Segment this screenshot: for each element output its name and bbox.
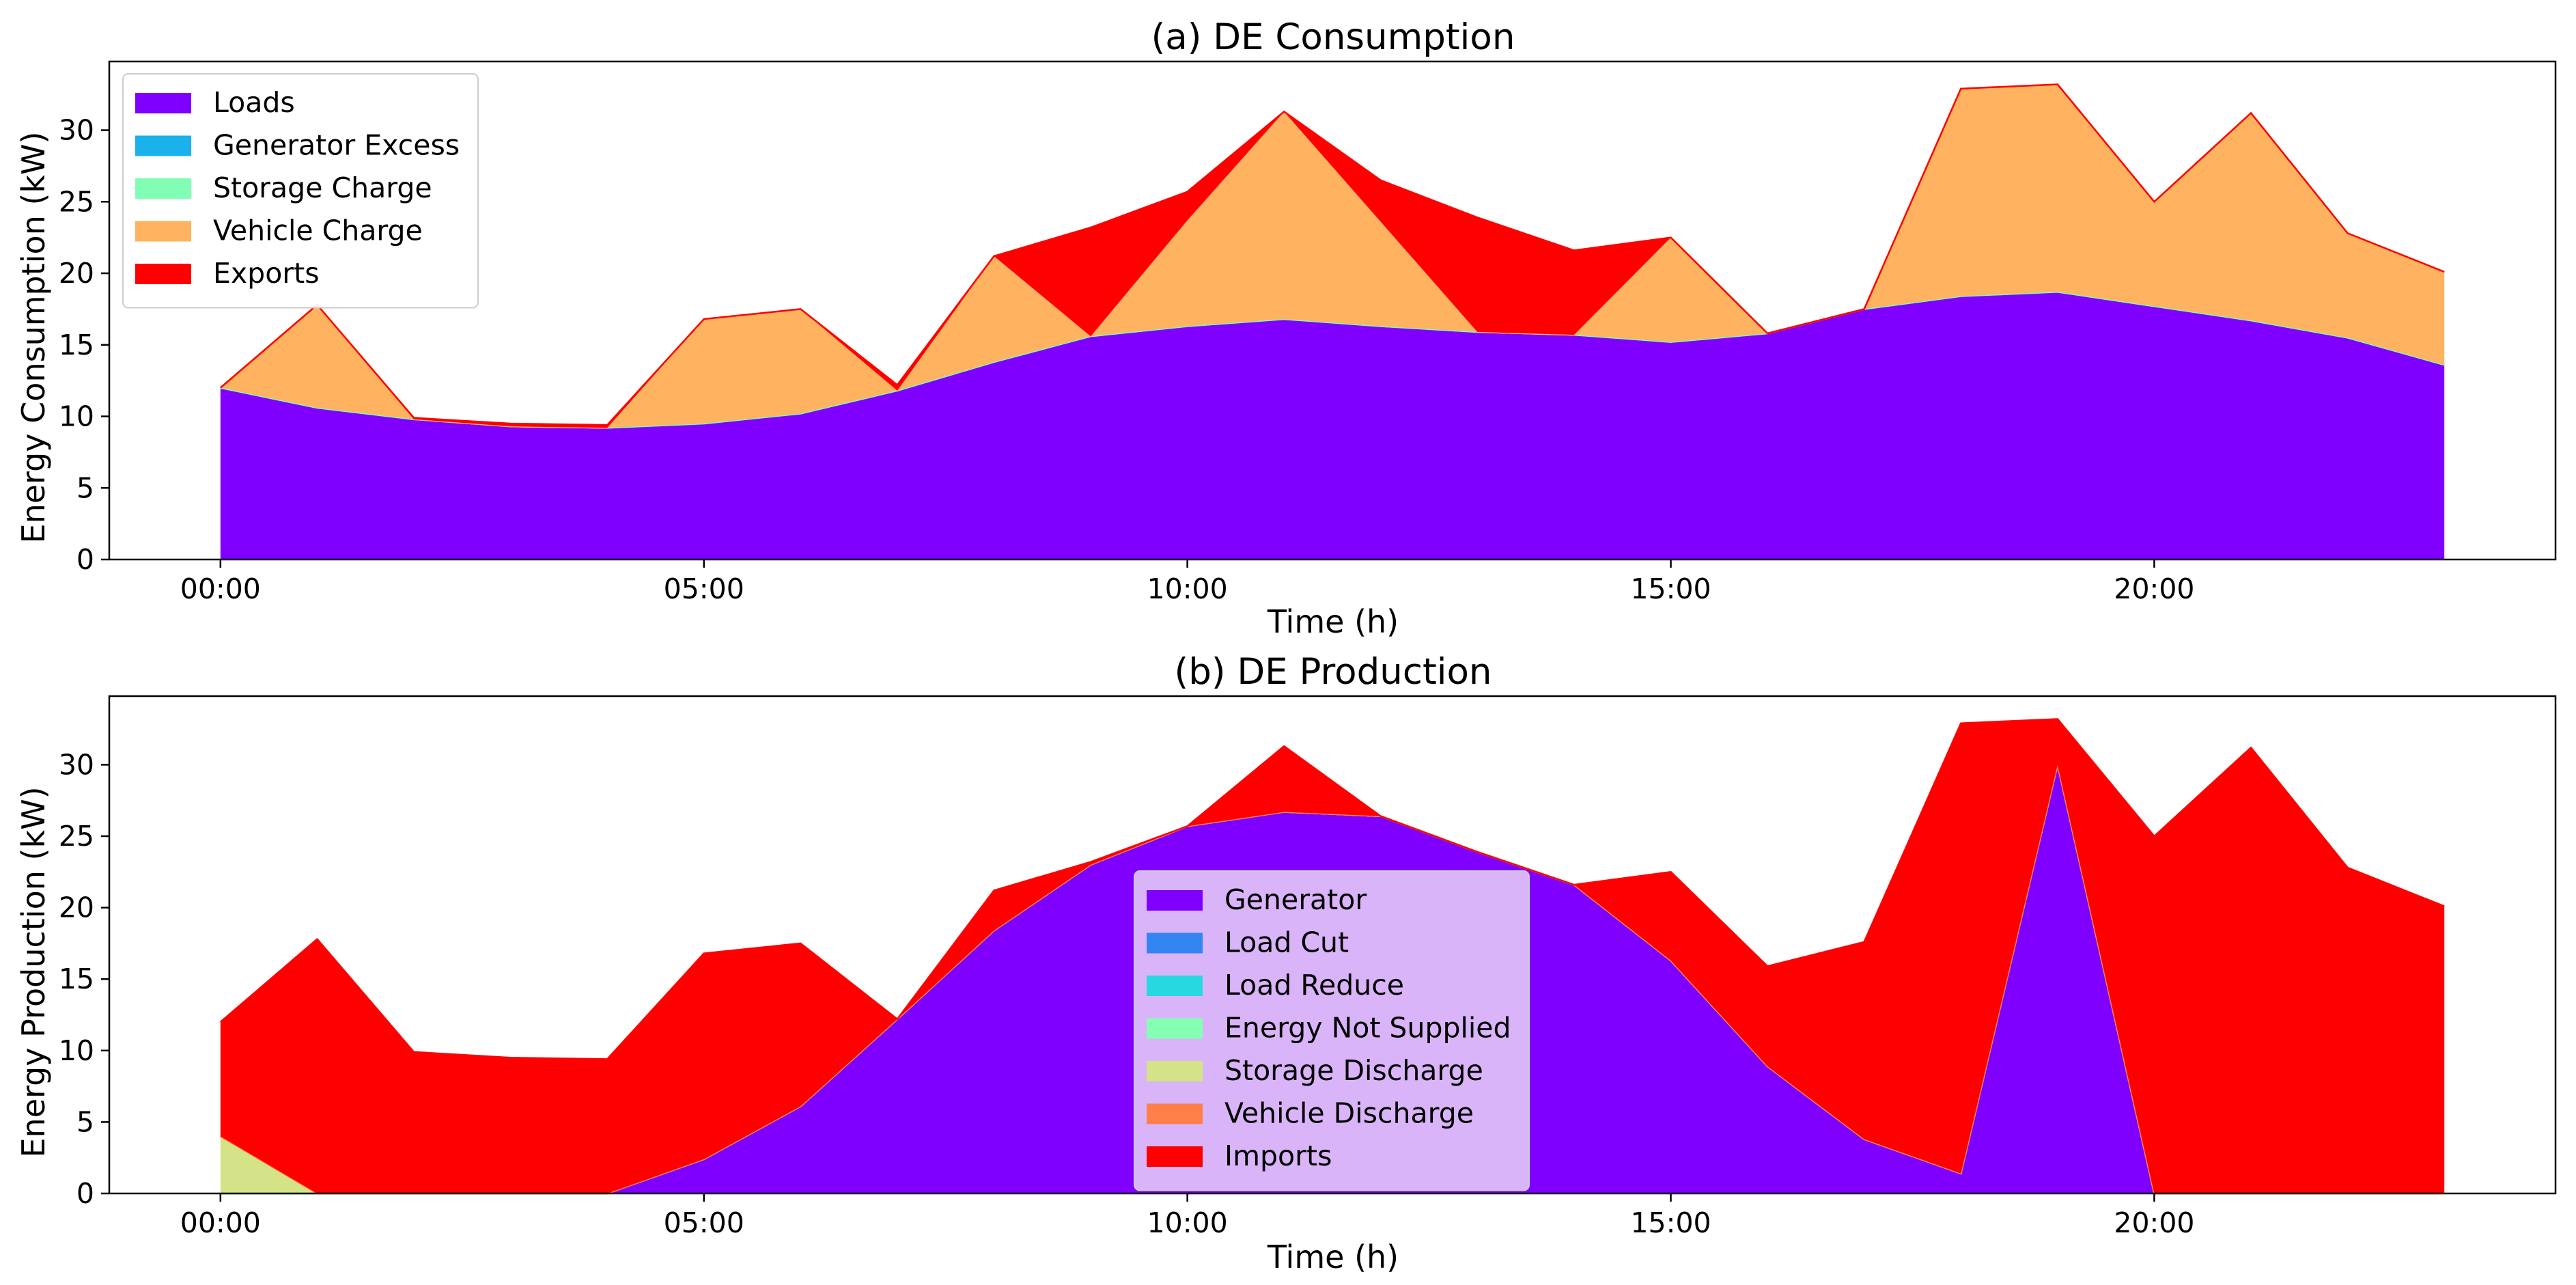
production-plot-area: 00:00 05:00 10:00 15:00 20:00 0 5 10 15 20 25 30 Gen… <box>59 695 2557 1239</box>
legend-label: Vehicle Discharge <box>1224 1097 1474 1130</box>
y-axis-label: Energy Consumption (kW) <box>15 132 52 544</box>
x-axis-label: Time (h) <box>1267 1239 1399 1275</box>
area-vehicle-charge <box>220 84 2445 428</box>
y-tick-label: 0 <box>76 1177 94 1210</box>
legend-label: Load Reduce <box>1224 969 1404 1001</box>
x-tick-label: 10:00 <box>1147 572 1228 605</box>
legend-swatch <box>1147 890 1203 911</box>
y-tick-label: 5 <box>76 1105 94 1138</box>
axes-frame <box>108 695 2557 1195</box>
legend-label: Vehicle Charge <box>213 215 423 247</box>
x-tick-label: 00:00 <box>180 572 261 605</box>
y-tick-label: 0 <box>76 543 94 576</box>
chart-title: (a) DE Consumption <box>1151 16 1515 58</box>
legend-label: Storage Charge <box>213 171 432 204</box>
edge-imports <box>220 718 2445 1060</box>
production-chart: (b) DE Production 00:00 05:00 10:00 15:00 20… <box>15 651 2557 1275</box>
y-tick-label: 15 <box>59 329 94 361</box>
x-tick-label: 10:00 <box>1147 1206 1228 1239</box>
area-loads <box>220 292 2445 559</box>
y-tick-label: 10 <box>59 400 94 433</box>
legend-label: Generator <box>1224 883 1367 916</box>
legend-swatch <box>135 135 191 156</box>
x-tick-label: 15:00 <box>1630 572 1711 605</box>
x-tick-label: 20:00 <box>2114 572 2194 605</box>
legend: Loads Generator Excess Storage Charge Vehic… <box>122 73 479 309</box>
chart-title: (b) DE Production <box>1175 651 1492 693</box>
legend-swatch <box>1147 932 1203 954</box>
y-tick-label: 20 <box>59 892 94 924</box>
legend-label: Energy Not Supplied <box>1224 1012 1511 1045</box>
axes-frame <box>108 60 2557 561</box>
y-tick-label: 5 <box>76 471 94 504</box>
legend-swatch <box>135 93 191 113</box>
legend-label: Generator Excess <box>213 129 460 162</box>
y-tick-label: 20 <box>59 257 94 290</box>
consumption-chart: (a) DE Consumption 00:00 05:00 10:00 15:00 2… <box>15 16 2557 640</box>
legend-box <box>122 73 479 309</box>
y-tick-label: 30 <box>59 748 94 781</box>
legend-swatch <box>135 264 191 284</box>
legend-label: Loads <box>213 86 295 119</box>
y-axis-label: Energy Production (kW) <box>15 786 52 1157</box>
legend-swatch <box>1147 1018 1203 1039</box>
legend-swatch <box>1147 1146 1203 1167</box>
x-tick-label: 00:00 <box>180 1206 261 1239</box>
y-tick-label: 15 <box>59 963 94 995</box>
legend-label: Exports <box>213 257 320 290</box>
legend-label: Imports <box>1224 1139 1332 1172</box>
legend-swatch <box>135 178 191 199</box>
x-axis-label: Time (h) <box>1267 603 1399 640</box>
legend-label: Storage Discharge <box>1224 1054 1483 1087</box>
y-tick-label: 25 <box>59 820 94 853</box>
x-tick-label: 15:00 <box>1630 1206 1711 1239</box>
legend-box <box>1134 870 1530 1191</box>
legend-swatch <box>1147 1061 1203 1081</box>
legend-swatch <box>1147 1103 1203 1124</box>
edge-exports <box>220 83 2445 426</box>
legend-label: Load Cut <box>1224 926 1349 959</box>
x-tick-label: 05:00 <box>664 1206 744 1239</box>
consumption-plot-area: 00:00 05:00 10:00 15:00 20:00 0 5 10 15 20 25 30 Loa… <box>59 60 2557 605</box>
legend-swatch <box>135 221 191 242</box>
area-exports <box>220 84 2445 428</box>
legend: Generator Load Cut Load Reduce Energy Not S… <box>1134 870 1530 1191</box>
area-imports <box>220 719 2445 1193</box>
legend-swatch <box>1147 976 1203 996</box>
y-tick-label: 25 <box>59 185 94 218</box>
y-tick-label: 30 <box>59 114 94 147</box>
x-tick-label: 20:00 <box>2114 1206 2194 1239</box>
y-tick-label: 10 <box>59 1034 94 1067</box>
x-tick-label: 05:00 <box>664 572 744 605</box>
